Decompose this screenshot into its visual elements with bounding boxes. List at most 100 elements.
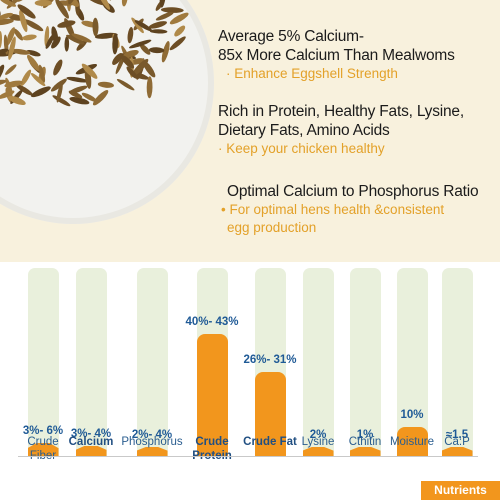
larva-shape [56, 82, 63, 103]
larva-shape [0, 12, 13, 20]
larva-shape [134, 20, 153, 32]
value-label: 3%- 4% [70, 427, 112, 440]
larva-shape [126, 66, 138, 79]
category-label-line: Crude Fat [243, 436, 297, 448]
larvae-pile-image [0, 0, 189, 107]
larva-shape [8, 95, 26, 106]
larva-shape [7, 27, 15, 41]
feature-subtitle: egg production [227, 220, 317, 235]
larva-shape [0, 18, 14, 26]
larva-shape [112, 53, 123, 65]
larva-shape [148, 21, 167, 29]
bar-track [136, 268, 168, 456]
larva-shape [159, 0, 166, 8]
larva-shape [8, 13, 23, 21]
larva-shape [51, 36, 61, 49]
larva-shape [169, 36, 186, 51]
category-label-line: Ca:P [444, 436, 470, 448]
larva-shape [0, 79, 7, 87]
larva-shape [20, 69, 32, 86]
larva-shape [148, 47, 165, 54]
larva-shape [8, 36, 16, 60]
larva-shape [116, 78, 135, 91]
larva-shape [169, 12, 189, 25]
product-bowl-image [0, 0, 214, 224]
larva-shape [109, 0, 116, 1]
feature-title: Dietary Fats, Amino Acids [218, 122, 390, 139]
category-label: Phosphorus [112, 435, 192, 449]
larva-shape [121, 55, 135, 69]
category-label-line: Moisture [389, 436, 435, 448]
value-label: 1% [356, 429, 374, 441]
nutrients-legend-tag: Nutrients [421, 481, 500, 500]
category-label: Ca:P [417, 435, 497, 449]
feature-title: Optimal Calcium to Phosphorus Ratio [227, 183, 479, 200]
larva-shape [121, 0, 128, 7]
larva-shape [19, 9, 28, 33]
larva-shape [92, 90, 109, 106]
feature-title: Rich in Protein, Healthy Fats, Lysine, [218, 103, 464, 120]
category-label: Moisture [372, 435, 452, 449]
category-label-line: Phosphorus [121, 436, 183, 448]
larva-shape [57, 20, 76, 28]
feature-subtitle: • For optimal hens health &consistent [221, 202, 445, 217]
larva-shape [71, 33, 92, 43]
larva-shape [160, 7, 184, 13]
feature-title: Average 5% Calcium- [218, 28, 364, 45]
larva-shape [146, 76, 153, 99]
value-label: 10% [400, 408, 424, 421]
larva-shape [66, 34, 85, 45]
larva-shape [13, 28, 24, 41]
value-label: 2%- 4% [131, 429, 173, 441]
feature-subtitle: · Keep your chicken healthy [218, 141, 385, 156]
larva-shape [0, 31, 3, 49]
bar-track [27, 268, 59, 456]
larva-shape [23, 19, 44, 32]
larva-shape [92, 17, 99, 37]
larva-shape [174, 25, 186, 37]
bar-crude-fat [254, 372, 286, 456]
larva-shape [123, 49, 139, 58]
bar-ca-p [441, 447, 473, 456]
category-label-line: Crude [27, 436, 59, 448]
larva-shape [45, 34, 55, 49]
value-label: ≈1.5 [445, 429, 469, 441]
larva-shape [131, 58, 149, 77]
larva-shape [5, 64, 17, 75]
larva-shape [30, 73, 46, 87]
bar-crude-fiber [27, 442, 59, 456]
larva-shape [139, 43, 151, 55]
larva-shape [17, 4, 36, 19]
category-label-line: Crude [195, 436, 229, 448]
category-label-line: Lysine [301, 436, 335, 448]
value-label: 2% [309, 429, 327, 441]
larva-shape [53, 59, 63, 76]
value-label: 3%- 6% [22, 424, 64, 437]
larva-shape [15, 84, 33, 96]
category-label: Calcium [51, 435, 131, 449]
larva-shape [0, 64, 5, 84]
larva-shape [38, 64, 46, 83]
category-label: Cthitin [325, 435, 405, 449]
bar-calcium [75, 445, 107, 456]
larva-shape [155, 11, 174, 21]
bar-track [349, 268, 381, 456]
chart-baseline [18, 456, 478, 457]
larva-shape [4, 80, 23, 88]
value-label: 26%- 31% [243, 354, 297, 367]
feature-calcium: Average 5% Calcium- 85x More Calcium Tha… [218, 27, 455, 83]
bar-track [75, 268, 107, 456]
larva-shape [81, 63, 98, 79]
larva-shape [26, 50, 41, 57]
larva-shape [97, 81, 114, 88]
larva-shape [67, 0, 80, 7]
larva-shape [52, 95, 71, 107]
category-label: Crude Fat [230, 435, 310, 449]
larva-shape [34, 0, 52, 7]
larva-shape [131, 17, 144, 34]
feature-ratio: Optimal Calcium to Phosphorus Ratio • Fo… [221, 182, 479, 237]
feature-title: 85x More Calcium Than Mealwoms [218, 47, 455, 64]
larva-shape [94, 32, 118, 39]
feature-protein: Rich in Protein, Healthy Fats, Lysine, D… [218, 102, 464, 158]
larva-shape [0, 0, 17, 7]
